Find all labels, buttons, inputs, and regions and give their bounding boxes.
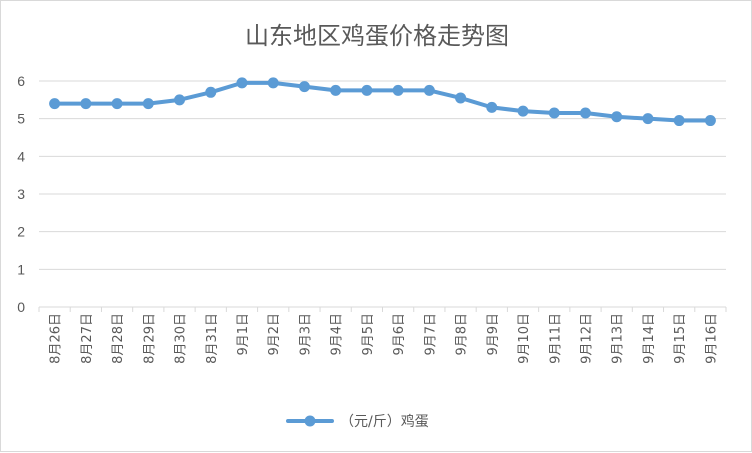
y-tick-label: 0 <box>17 299 25 315</box>
x-tick-label: 9月7日 <box>423 313 438 356</box>
x-tick-label: 9月12日 <box>579 313 594 364</box>
x-tick-label: 9月1日 <box>236 313 251 356</box>
y-tick-label: 2 <box>17 224 25 240</box>
x-tick-label: 8月26日 <box>49 313 64 364</box>
x-axis: 8月26日 8月27日 8月28日 8月29日 8月30日 8月31日 9月1日 9月2日 9月… <box>38 307 727 364</box>
data-point <box>704 115 716 127</box>
x-tick-label: 9月10日 <box>517 313 532 364</box>
data-point <box>111 98 123 110</box>
data-point <box>673 115 685 127</box>
data-point <box>642 113 654 125</box>
x-tick-label: 8月31日 <box>205 313 220 364</box>
y-axis: 0 1 2 3 4 5 6 <box>17 73 25 315</box>
data-point <box>49 98 61 110</box>
data-point <box>298 81 310 93</box>
legend: （元/斤）鸡蛋 <box>286 413 429 430</box>
gridlines <box>39 80 726 308</box>
x-tick-label: 8月28日 <box>111 313 126 364</box>
x-tick-label: 9月15日 <box>673 313 688 364</box>
data-point <box>80 98 92 110</box>
y-tick-label: 6 <box>17 73 25 89</box>
series-line <box>52 80 713 123</box>
data-point <box>611 111 623 123</box>
data-point <box>142 98 154 110</box>
y-tick-label: 3 <box>17 186 25 202</box>
y-tick-label: 4 <box>17 148 25 164</box>
x-tick-label: 9月8日 <box>455 313 470 356</box>
x-tick-label: 9月9日 <box>486 313 501 356</box>
series-layer <box>49 77 716 127</box>
x-tick-label: 9月4日 <box>330 313 345 356</box>
x-tick-label: 8月27日 <box>80 313 95 364</box>
x-tick-label: 9月6日 <box>392 313 407 356</box>
x-tick-label: 8月29日 <box>142 313 157 364</box>
x-tick-label: 8月30日 <box>174 313 189 364</box>
x-tick-label: 9月5日 <box>361 313 376 356</box>
data-point <box>455 92 467 104</box>
legend-dot-marker <box>304 415 316 427</box>
data-point <box>517 105 529 117</box>
data-point <box>548 107 560 119</box>
x-tick-label: 9月3日 <box>298 313 313 356</box>
chart-title: 山东地区鸡蛋价格走势图 <box>245 22 509 50</box>
data-point <box>392 84 404 96</box>
data-point <box>423 84 435 96</box>
x-tick-label: 9月11日 <box>548 313 563 364</box>
y-tick-label: 1 <box>17 261 25 277</box>
data-point <box>486 101 498 113</box>
x-tick-label: 9月13日 <box>611 313 626 364</box>
legend-label: （元/斤）鸡蛋 <box>340 413 429 430</box>
x-tick-label: 9月2日 <box>267 313 282 356</box>
data-point <box>174 94 186 106</box>
y-tick-label: 5 <box>17 111 25 127</box>
x-tick-label: 9月14日 <box>642 313 657 364</box>
data-point <box>205 86 217 98</box>
data-point <box>267 77 279 89</box>
data-point <box>236 77 248 89</box>
data-point <box>579 107 591 119</box>
data-point <box>330 84 342 96</box>
x-tick-label: 9月16日 <box>704 313 719 364</box>
data-point <box>361 84 373 96</box>
